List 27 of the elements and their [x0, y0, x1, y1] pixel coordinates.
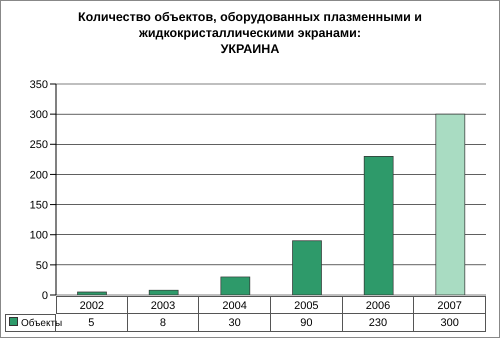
- bar: [435, 114, 466, 295]
- x-tick-label: 2006: [342, 296, 414, 314]
- data-label: 30: [199, 314, 271, 332]
- x-tick-label: 2007: [414, 296, 486, 314]
- data-label: 300: [414, 314, 486, 332]
- y-tick-label: 350: [30, 78, 48, 91]
- bar: [77, 292, 107, 295]
- bar: [220, 276, 250, 295]
- data-label: 90: [271, 314, 343, 332]
- chart-title: Количество объектов, оборудованных плазменными и жидкокристаллическими экранами: УКРАИНА: [77, 9, 423, 57]
- y-tick-label: 150: [30, 199, 48, 212]
- bar: [292, 240, 322, 295]
- y-tick-label: 50: [36, 260, 48, 272]
- data-label: 5: [88, 317, 94, 329]
- data-label: 230: [342, 314, 414, 332]
- x-tick-label: 2002: [56, 296, 128, 314]
- x-tick-label: 2005: [271, 296, 343, 314]
- bar: [148, 290, 179, 295]
- y-tick-label: 300: [30, 109, 48, 122]
- x-tick-label: 2004: [199, 296, 271, 314]
- y-tick-label: 0: [42, 290, 48, 302]
- x-tick-label: 2003: [128, 296, 200, 314]
- y-tick-label: 250: [30, 139, 48, 152]
- y-tick-label: 200: [30, 169, 48, 182]
- y-tick-label: 100: [30, 230, 48, 242]
- data-label: 8: [128, 314, 200, 332]
- bar: [364, 156, 394, 295]
